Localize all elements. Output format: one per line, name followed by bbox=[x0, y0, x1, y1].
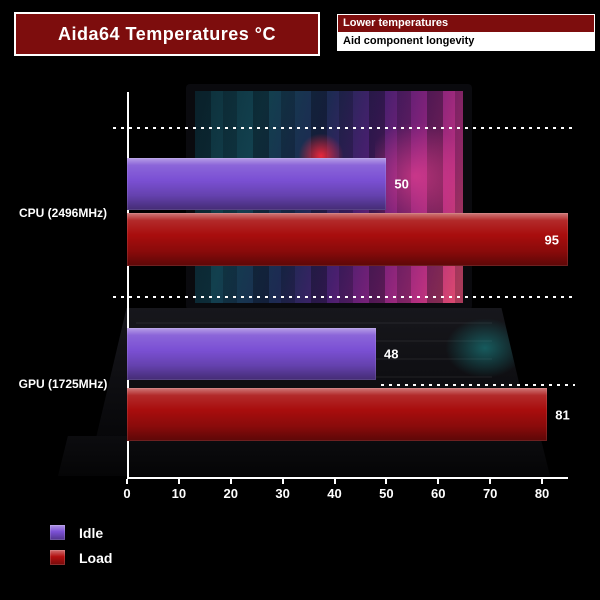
x-tick-label: 20 bbox=[223, 486, 238, 501]
callout-lower-temperatures: Lower temperatures bbox=[337, 14, 595, 33]
y-axis bbox=[127, 92, 129, 478]
x-tick-label: 50 bbox=[379, 486, 394, 501]
bar-cpu-idle: 50 bbox=[127, 158, 409, 210]
laptop-bottom-edge bbox=[58, 436, 550, 476]
x-tick-label: 80 bbox=[534, 486, 550, 501]
legend-item-load: Load bbox=[50, 549, 112, 566]
bar-gpu-idle: 48 bbox=[127, 328, 399, 380]
dotted-gridline-gpu bbox=[381, 384, 575, 386]
bar-gpu-load: 81 bbox=[127, 388, 570, 441]
plot-area: 50 95 48 81 bbox=[127, 70, 570, 478]
callout-component-longevity: Aid component longevity bbox=[337, 33, 595, 51]
chart-title-box: Aida64 Temperatures °C bbox=[14, 12, 320, 56]
legend: Idle Load bbox=[50, 524, 112, 574]
x-tick-label: 0 bbox=[123, 486, 131, 501]
x-tick-mark bbox=[177, 479, 180, 484]
bar-cpu-load: 95 bbox=[127, 213, 568, 266]
legend-swatch-load bbox=[50, 550, 65, 565]
x-tick-mark bbox=[333, 479, 336, 484]
x-tick-label: 40 bbox=[327, 486, 342, 501]
bar-value-label: 95 bbox=[544, 232, 559, 247]
x-tick-mark bbox=[229, 479, 232, 484]
callout-stack: Lower temperatures Aid component longevi… bbox=[337, 14, 595, 51]
dotted-gridline-top bbox=[113, 127, 575, 129]
x-tick-label: 10 bbox=[171, 486, 187, 501]
x-axis: 0 10 20 30 40 50 60 70 80 bbox=[123, 477, 568, 501]
legend-label: Load bbox=[79, 549, 113, 566]
x-tick-label: 30 bbox=[275, 486, 290, 501]
x-tick-mark bbox=[281, 479, 284, 484]
x-tick-label: 70 bbox=[482, 486, 498, 501]
legend-swatch-idle bbox=[50, 525, 65, 540]
x-tick-mark bbox=[385, 479, 388, 484]
x-tick-mark bbox=[541, 479, 544, 484]
dotted-gridline-middle bbox=[113, 296, 575, 298]
x-tick-mark bbox=[489, 479, 492, 484]
chart-title: Aida64 Temperatures °C bbox=[58, 23, 276, 44]
bar-value-label: 50 bbox=[394, 176, 409, 192]
category-label-gpu: GPU (1725MHz) bbox=[18, 377, 108, 391]
x-tick-label: 60 bbox=[431, 486, 446, 501]
legend-item-idle: Idle bbox=[50, 524, 112, 541]
bar-value-label: 81 bbox=[555, 407, 570, 422]
callout-text: Aid component longevity bbox=[343, 35, 475, 47]
bar-value-label: 48 bbox=[384, 346, 399, 362]
category-label-cpu: CPU (2496MHz) bbox=[18, 206, 108, 220]
legend-label: Idle bbox=[79, 524, 104, 541]
callout-text: Lower temperatures bbox=[343, 17, 449, 29]
x-tick-mark bbox=[437, 479, 440, 484]
x-tick-mark bbox=[126, 479, 128, 484]
